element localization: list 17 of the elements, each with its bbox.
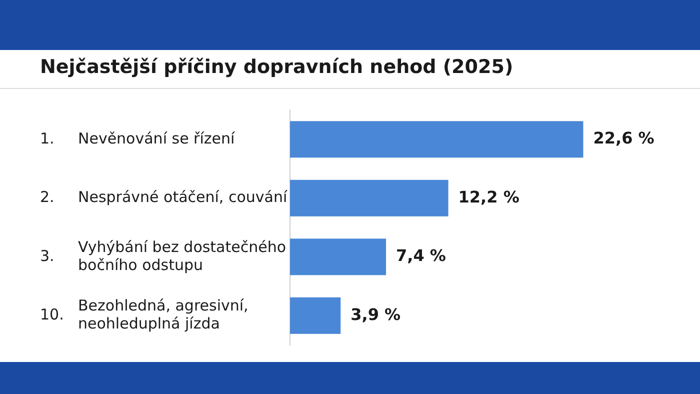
y-tick-label: Bezohledná, agresivní, neohleduplná jízda [78, 296, 248, 333]
y-tick-label: Nevěnování se řízení [78, 129, 236, 148]
bar [290, 180, 448, 216]
bar [290, 297, 341, 334]
chart-title: Nejčastější příčiny dopravních nehod (2025) [40, 56, 514, 78]
y-tick-label: Nesprávné otáčení, couvání [78, 188, 288, 206]
data-label: 22,6 % [593, 128, 654, 148]
text: 2. [40, 188, 54, 206]
bar [290, 121, 584, 158]
y-tick-label: Vyhýbání bez dostatečného bočního odstupu [78, 238, 286, 274]
data-label: 12,2 % [458, 187, 520, 206]
bar [290, 238, 386, 276]
data-label: 3,9 % [350, 304, 401, 324]
text: 1. [40, 129, 54, 148]
data-label: 7,4 % [396, 246, 446, 266]
text: 3. [40, 246, 54, 265]
text: 10. [40, 306, 64, 324]
